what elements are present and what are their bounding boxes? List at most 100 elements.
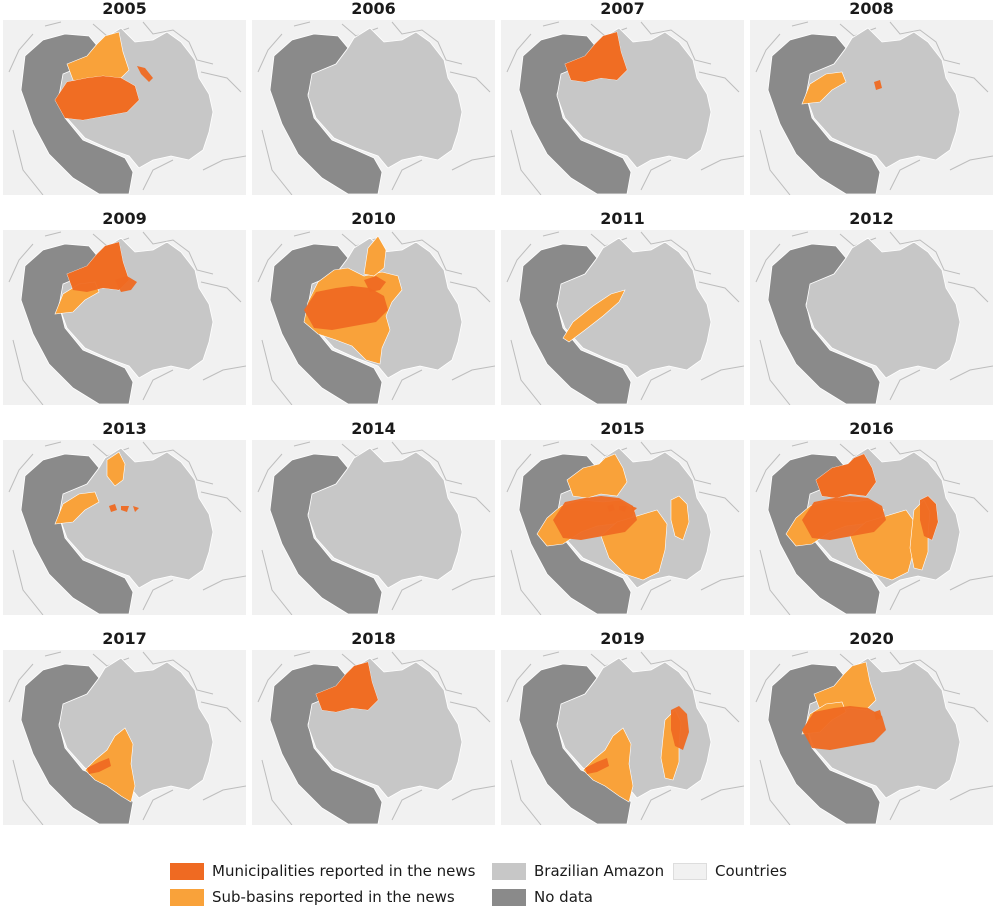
amazon-map <box>501 440 744 615</box>
map-panel-2005: 2005 <box>0 0 249 210</box>
no-data-region <box>269 243 383 405</box>
map-panel-2012: 2012 <box>747 210 996 420</box>
municipality-region <box>304 286 388 330</box>
country-borders <box>257 21 495 195</box>
sub-basin-region <box>54 491 100 525</box>
no-data-region <box>20 453 134 615</box>
map-panel-2016: 2016 <box>747 420 996 630</box>
country-borders <box>8 651 246 825</box>
panel-year-label: 2015 <box>600 419 645 438</box>
legend-label: Sub-basins reported in the news <box>212 888 455 906</box>
map-panel-2010: 2010 <box>249 210 498 420</box>
amazon-map <box>252 650 495 825</box>
municipality-region <box>316 662 378 712</box>
amazon-map <box>3 650 246 825</box>
municipality-region <box>55 76 139 120</box>
panel-year-label: 2017 <box>102 629 147 648</box>
municipality-region <box>109 504 139 512</box>
brazilian-amazon-region <box>307 27 463 169</box>
panel-year-label: 2018 <box>351 629 396 648</box>
map-panel-2019: 2019 <box>498 630 747 840</box>
amazon-map <box>501 650 744 825</box>
map-panel-2013: 2013 <box>0 420 249 630</box>
panel-year-label: 2007 <box>600 0 645 18</box>
amazon-map <box>501 20 744 195</box>
municipality-region <box>67 242 129 292</box>
panel-year-label: 2016 <box>849 419 894 438</box>
country-borders <box>755 21 993 195</box>
legend: Municipalities reported in the news Sub-… <box>170 860 810 908</box>
country-borders <box>257 231 495 405</box>
panel-year-label: 2008 <box>849 0 894 18</box>
panel-year-label: 2013 <box>102 419 147 438</box>
municipality-region <box>585 758 609 774</box>
country-borders <box>755 441 993 615</box>
amazon-map <box>3 230 246 405</box>
amazon-map <box>252 230 495 405</box>
municipality-region <box>671 706 689 750</box>
country-borders <box>506 231 744 405</box>
no-data-region <box>518 33 632 195</box>
amazon-map <box>750 20 993 195</box>
legend-item-brazilian-amazon: Brazilian Amazon <box>492 860 672 882</box>
panel-year-label: 2012 <box>849 209 894 228</box>
no-data-region <box>767 33 881 195</box>
municipality-region <box>553 496 637 540</box>
sub-basin-region <box>670 495 690 541</box>
sub-basin-region <box>363 235 387 277</box>
sub-basin-region <box>106 451 126 487</box>
no-data-region <box>767 663 881 825</box>
panel-year-label: 2006 <box>351 0 396 18</box>
municipality-region <box>816 454 876 498</box>
map-panel-2015: 2015 <box>498 420 747 630</box>
no-data-region <box>767 243 881 405</box>
legend-swatch <box>492 863 526 880</box>
map-panel-2006: 2006 <box>249 0 498 210</box>
municipality-region <box>565 32 627 82</box>
amazon-map <box>3 20 246 195</box>
amazon-map <box>750 650 993 825</box>
municipality-region <box>802 706 886 750</box>
map-panel-2007: 2007 <box>498 0 747 210</box>
sub-basin-region <box>562 289 626 343</box>
no-data-region <box>269 33 383 195</box>
sub-basin-region <box>566 453 628 499</box>
municipality-region <box>874 710 882 720</box>
map-grid: 2005 2006 2007 2008 2009 2010 2011 2012 2013 2014… <box>0 0 996 840</box>
map-panel-2018: 2018 <box>249 630 498 840</box>
panel-year-label: 2010 <box>351 209 396 228</box>
no-data-region <box>269 453 383 615</box>
amazon-map <box>252 440 495 615</box>
municipality-region <box>802 496 886 540</box>
no-data-region <box>20 243 134 405</box>
legend-swatch <box>170 863 204 880</box>
municipality-region <box>115 276 137 292</box>
panel-year-label: 2020 <box>849 629 894 648</box>
municipality-region <box>874 80 882 90</box>
brazilian-amazon-region <box>307 447 463 589</box>
country-borders <box>8 441 246 615</box>
panel-year-label: 2014 <box>351 419 396 438</box>
sub-basin-region <box>801 71 847 105</box>
panel-year-label: 2019 <box>600 629 645 648</box>
country-borders <box>257 441 495 615</box>
brazilian-amazon-region <box>805 27 961 169</box>
panel-year-label: 2005 <box>102 0 147 18</box>
country-borders <box>506 651 744 825</box>
no-data-region <box>518 453 632 615</box>
municipality-region <box>920 496 938 540</box>
panel-year-label: 2009 <box>102 209 147 228</box>
map-panel-2008: 2008 <box>747 0 996 210</box>
municipality-region <box>87 758 111 774</box>
brazilian-amazon-region <box>805 237 961 379</box>
amazon-map <box>750 230 993 405</box>
legend-item-no-data: No data <box>492 886 672 908</box>
no-data-region <box>767 453 881 615</box>
map-panel-2017: 2017 <box>0 630 249 840</box>
map-panel-2011: 2011 <box>498 210 747 420</box>
brazilian-amazon-region <box>556 237 712 379</box>
legend-label: Municipalities reported in the news <box>212 862 476 880</box>
country-borders <box>755 231 993 405</box>
legend-item-subbasins: Sub-basins reported in the news <box>170 886 490 908</box>
no-data-region <box>518 243 632 405</box>
